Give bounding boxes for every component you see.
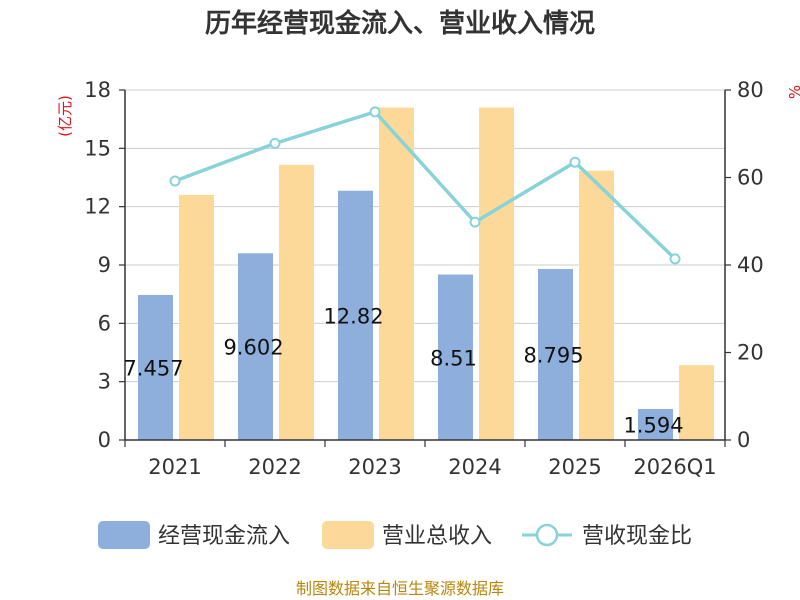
bar-cash-inflow bbox=[438, 274, 473, 440]
legend: 经营现金流入 营业总收入 营收现金比 bbox=[98, 521, 692, 549]
legend-item-cash-inflow[interactable]: 经营现金流入 bbox=[98, 521, 290, 549]
y-left-unit: (亿元) bbox=[56, 95, 74, 137]
y-right-unit: % bbox=[786, 85, 800, 99]
chart-title: 历年经营现金流入、营业收入情况 bbox=[205, 8, 595, 39]
y-right-tick-label: 0 bbox=[737, 428, 750, 452]
x-tick-label: 2026Q1 bbox=[633, 455, 716, 479]
y-right-tick-label: 60 bbox=[737, 166, 764, 190]
x-tick-label: 2021 bbox=[148, 455, 201, 479]
bar-revenue bbox=[579, 170, 614, 440]
ratio-point bbox=[369, 106, 381, 118]
ratio-point bbox=[669, 253, 681, 265]
legend-label-cash-inflow: 经营现金流入 bbox=[158, 524, 290, 549]
y-right-tick-label: 80 bbox=[737, 78, 764, 102]
y-left-tick-label: 6 bbox=[98, 311, 111, 335]
legend-item-ratio[interactable]: 营收现金比 bbox=[522, 523, 692, 549]
bar-cash-inflow bbox=[138, 295, 173, 440]
bar-revenue bbox=[279, 164, 314, 440]
bar-cash-inflow bbox=[638, 409, 673, 440]
bar-value-label: 8.51 bbox=[430, 346, 477, 370]
bar-value-label: 12.82 bbox=[323, 304, 383, 328]
y-left-tick-label: 18 bbox=[84, 78, 111, 102]
bars bbox=[138, 107, 714, 440]
bar-revenue bbox=[379, 107, 414, 440]
ratio-line-layer bbox=[169, 106, 681, 265]
footer-source: 制图数据来自恒生聚源数据库 bbox=[296, 579, 504, 598]
bar-value-label: 1.594 bbox=[623, 414, 683, 438]
ratio-point bbox=[569, 156, 581, 168]
data-labels: 7.457 9.602 12.82 8.51 8.795 1.594 bbox=[123, 304, 683, 437]
bar-value-label: 9.602 bbox=[223, 336, 283, 360]
x-tick-label: 2023 bbox=[348, 455, 401, 479]
ratio-line bbox=[174, 110, 677, 261]
x-tick-label: 2022 bbox=[248, 455, 301, 479]
y-left-tick-label: 15 bbox=[84, 136, 111, 160]
bar-cash-inflow bbox=[238, 253, 273, 440]
x-tick-label: 2025 bbox=[548, 455, 601, 479]
legend-item-revenue[interactable]: 营业总收入 bbox=[322, 521, 492, 549]
bar-revenue bbox=[179, 195, 214, 440]
legend-marker-ratio bbox=[535, 523, 559, 547]
grid bbox=[125, 89, 725, 383]
bar-cash-inflow bbox=[538, 268, 573, 440]
bar-revenue bbox=[679, 365, 714, 440]
y-left-tick-label: 9 bbox=[98, 253, 111, 277]
legend-label-ratio: 营收现金比 bbox=[582, 524, 692, 549]
legend-swatch-revenue bbox=[322, 521, 374, 549]
bar-revenue bbox=[479, 107, 514, 440]
bar-cash-inflow bbox=[338, 190, 373, 440]
x-tick-label: 2024 bbox=[448, 455, 501, 479]
ratio-point bbox=[269, 137, 281, 149]
y-left-tick-label: 3 bbox=[98, 370, 111, 394]
bar-value-label: 7.457 bbox=[123, 357, 183, 381]
y-left-tick-label: 12 bbox=[84, 195, 111, 219]
axes: 0 3 6 9 12 15 18 0 20 40 60 80 2021 2022 2023 2024 2025 2… bbox=[84, 78, 763, 479]
y-left-tick-label: 0 bbox=[98, 428, 111, 452]
ratio-point bbox=[169, 175, 181, 187]
y-right-tick-label: 40 bbox=[737, 253, 764, 277]
y-right-tick-label: 20 bbox=[737, 341, 764, 365]
legend-swatch-cash-inflow bbox=[98, 521, 150, 549]
legend-label-revenue: 营业总收入 bbox=[382, 524, 492, 549]
bar-value-label: 8.795 bbox=[523, 343, 583, 367]
ratio-point bbox=[469, 216, 481, 228]
